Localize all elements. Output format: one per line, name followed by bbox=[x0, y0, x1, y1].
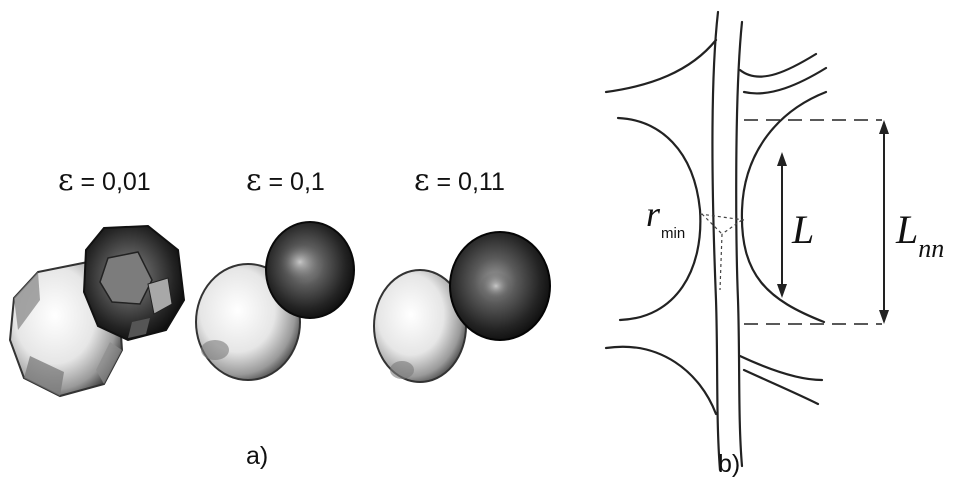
L-label: L bbox=[792, 207, 815, 252]
right-grain-surface bbox=[740, 90, 828, 324]
epsilon-value: = 0,01 bbox=[80, 168, 151, 196]
particles-illustration bbox=[8, 221, 551, 398]
lower-left-curve bbox=[604, 345, 718, 416]
r-subscript: min bbox=[661, 225, 686, 242]
epsilon-label-1: ε = 0,01 bbox=[58, 166, 151, 196]
particle-pair-2 bbox=[195, 221, 355, 381]
epsilon-value: = 0,11 bbox=[436, 168, 505, 196]
epsilon-value: = 0,1 bbox=[268, 168, 325, 196]
epsilon-label-2: ε = 0,1 bbox=[246, 166, 325, 196]
left-grain-surface bbox=[616, 116, 702, 322]
epsilon-label-3: ε = 0,11 bbox=[414, 166, 505, 196]
upper-right-curve-2 bbox=[742, 66, 828, 95]
grain-boundary-line-right bbox=[735, 20, 744, 468]
rmin-construction bbox=[699, 213, 745, 291]
lower-right-curve-1 bbox=[738, 354, 824, 382]
epsilon-symbol: ε bbox=[246, 163, 262, 198]
panel-a-label: a) bbox=[246, 442, 269, 470]
epsilon-symbol: ε bbox=[414, 163, 430, 198]
panel-b-label: b) bbox=[718, 450, 741, 478]
particle-pair-3 bbox=[373, 231, 551, 383]
grain-boundary-line-left bbox=[711, 10, 722, 472]
particle-pair-1 bbox=[8, 224, 186, 398]
Lnn-arrow bbox=[879, 120, 889, 324]
Lnn-main: L bbox=[896, 207, 919, 252]
r-symbol: r bbox=[646, 194, 661, 234]
r-min-label: rmin bbox=[646, 194, 685, 241]
upper-right-curve-1 bbox=[738, 52, 818, 78]
epsilon-symbol: ε bbox=[58, 163, 74, 198]
upper-left-curve bbox=[604, 38, 718, 94]
L-arrow bbox=[777, 152, 787, 298]
lower-right-curve-2 bbox=[742, 368, 820, 406]
Lnn-subscript: nn bbox=[918, 234, 945, 263]
Lnn-label: Lnn bbox=[896, 207, 944, 262]
